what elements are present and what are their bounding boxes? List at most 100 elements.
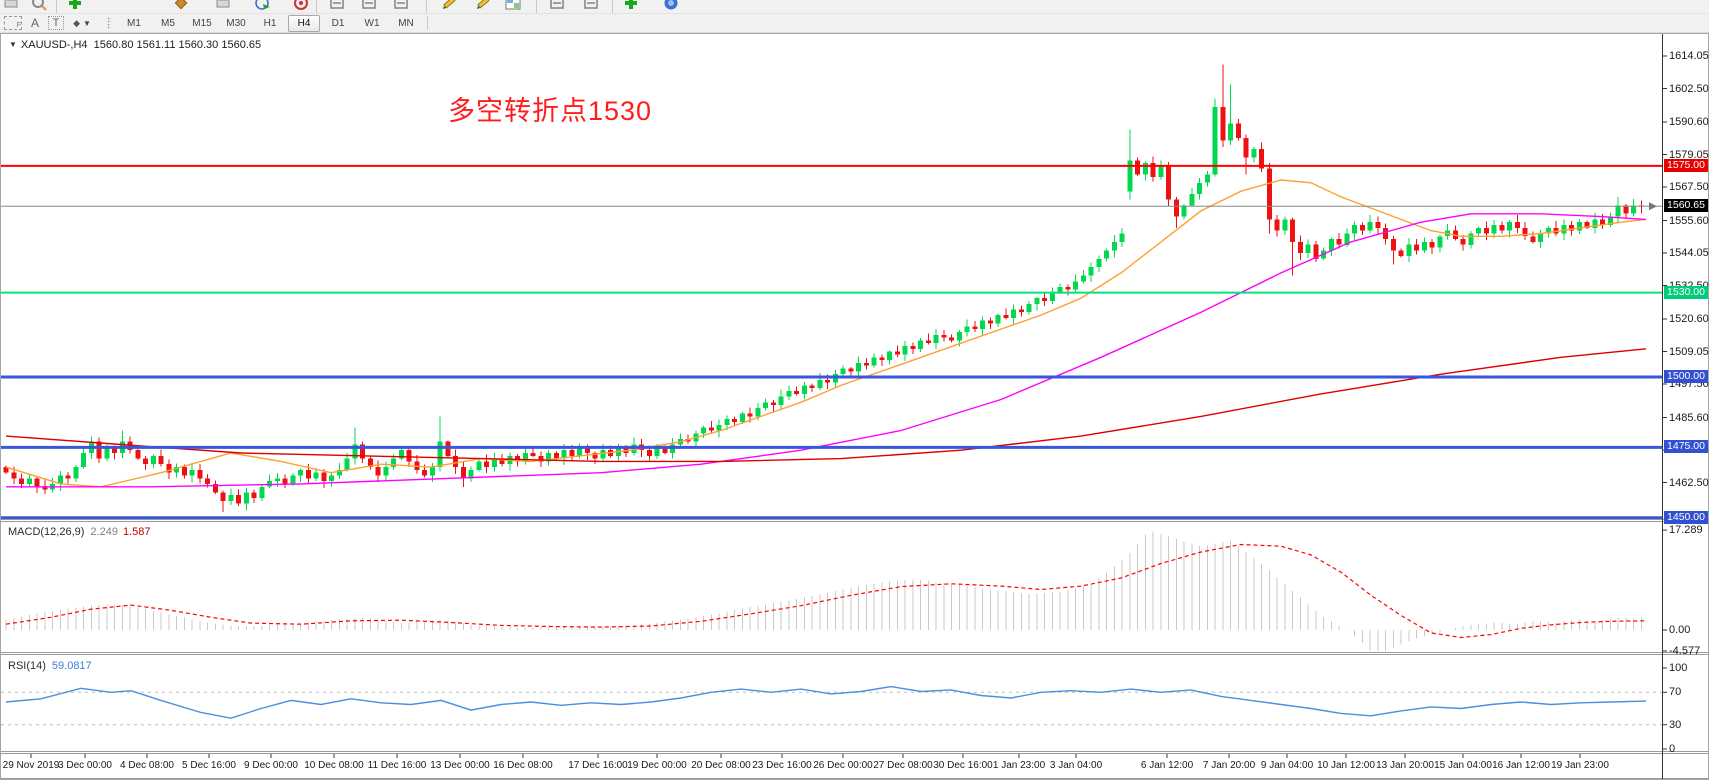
time-axis-label: 5 Dec 16:00 [182, 760, 236, 771]
browser-icon[interactable] [254, 0, 272, 12]
price-tick-label: 1614.05 [1669, 50, 1709, 62]
autotrading-icon[interactable] [662, 0, 680, 12]
ma-fast-orange [5, 179, 1647, 488]
time-axis-label: 30 Dec 16:00 [933, 760, 993, 771]
annotation-text: 多空转折点1530 [448, 96, 653, 126]
time-axis-label: 9 Dec 00:00 [244, 760, 298, 771]
time-axis-label: 16 Dec 08:00 [493, 760, 553, 771]
price-badge: 1530.00 [1664, 286, 1708, 299]
price-tick-label: 1555.60 [1669, 215, 1709, 227]
tab-timeframe-h1[interactable]: H1 [263, 17, 277, 29]
toolbar-separator [316, 0, 317, 13]
shapes-tool-icon[interactable]: ◆ ▼ [67, 15, 97, 31]
price-tick-label: 1485.60 [1669, 412, 1709, 424]
symbols-icon[interactable] [172, 0, 190, 12]
macd-name: MACD(12,26,9) [8, 526, 85, 538]
time-axis-label: 10 Dec 08:00 [304, 760, 364, 771]
price-badge: 1575.00 [1664, 159, 1708, 172]
symbol-name: XAUUSD-,H4 [20, 39, 88, 51]
time-axis-label: 3 Dec 00:00 [58, 760, 112, 771]
time-axis-label: 17 Dec 16:00 [568, 760, 628, 771]
price-tick-label: 1520.60 [1669, 313, 1709, 325]
price-tick-label: 1509.05 [1669, 346, 1709, 358]
time-axis-label: 3 Jan 04:00 [1049, 760, 1103, 771]
toolbar-drag-grip[interactable] [107, 17, 111, 29]
time-axis-label: 1 Jan 23:00 [992, 760, 1046, 771]
cascade-windows-icon[interactable] [392, 0, 410, 12]
tile-vertical-icon[interactable] [360, 0, 378, 12]
price-tick-label: 1544.05 [1669, 247, 1709, 259]
time-axis-label: 11 Dec 16:00 [367, 760, 427, 771]
macd-signal-value: 1.587 [122, 526, 151, 538]
crosshair-tool-icon[interactable]: F [4, 16, 22, 30]
toolbar-separator [612, 0, 613, 13]
macd-tick-label: 0.00 [1669, 624, 1691, 636]
symbol-ohlc-line: ▼ XAUUSD-,H4 1560.80 1561.11 1560.30 1560… [9, 39, 261, 51]
tile-horizontal-icon[interactable] [328, 0, 346, 12]
rsi-tick-label: 0 [1669, 743, 1676, 755]
print-icon[interactable] [214, 0, 232, 12]
search-icon[interactable] [30, 0, 48, 12]
time-axis-label: 6 Jan 12:00 [1140, 760, 1194, 771]
draw-channel-icon[interactable] [474, 0, 492, 12]
tab-timeframe-h4[interactable]: H4 [288, 14, 320, 32]
time-axis-label: 23 Dec 16:00 [752, 760, 812, 771]
quote-open: 1560.80 [93, 39, 134, 51]
quote-low: 1560.30 [178, 39, 219, 51]
time-axis-label: 20 Dec 08:00 [691, 760, 751, 771]
new-chart-icon[interactable] [66, 0, 84, 12]
record-icon[interactable] [292, 0, 310, 12]
chart-collapse-icon[interactable]: ▼ [9, 40, 17, 49]
text-label-tool-icon[interactable]: T [48, 16, 64, 30]
time-axis-label: 29 Nov 2019 [2, 760, 60, 771]
toolbar-timeframes: F A T ◆ ▼ M1 M5 M15 M30 H1 H4 D1 W1 MN [0, 14, 1709, 33]
tab-timeframe-m1[interactable]: M1 [127, 17, 141, 29]
tab-timeframe-m5[interactable]: M5 [161, 17, 175, 29]
time-axis-label: 16 Jan 12:00 [1492, 760, 1550, 771]
toolbar-separator [426, 0, 427, 13]
time-axis-label: 15 Jan 04:00 [1434, 760, 1492, 771]
macd-tick-label: 17.289 [1669, 524, 1703, 536]
text-tool-icon[interactable]: A [30, 16, 39, 30]
time-axis-label: 10 Jan 12:00 [1317, 760, 1375, 771]
ma-slow-red [5, 348, 1647, 463]
price-tick-label: 1567.50 [1669, 181, 1709, 193]
macd-label: MACD(12,26,9) 2.249 1.587 [8, 526, 150, 538]
rsi-value: 59.0817 [51, 660, 92, 672]
price-tick-label: 1579.05 [1669, 149, 1709, 161]
time-axis-label: 13 Jan 20:00 [1376, 760, 1434, 771]
macd-tick-label: -4.577 [1669, 645, 1701, 657]
price-badge: 1560.65 [1664, 199, 1708, 212]
price-badge: 1500.00 [1664, 370, 1708, 383]
objects-list-icon[interactable] [504, 0, 522, 12]
price-tick-label: 1590.60 [1669, 116, 1709, 128]
main-chart-canvas[interactable] [1, 34, 1709, 781]
tab-timeframe-mn[interactable]: MN [398, 17, 414, 29]
diamond-icon: ◆ [73, 17, 80, 28]
zoom-out-icon[interactable] [582, 0, 600, 12]
price-badge: 1475.00 [1664, 440, 1708, 453]
window-icon[interactable] [2, 0, 20, 12]
toolbar-separator [536, 0, 537, 13]
tab-timeframe-w1[interactable]: W1 [364, 17, 380, 29]
time-axis-label: 19 Dec 00:00 [627, 760, 687, 771]
quote-close: 1560.65 [221, 39, 262, 51]
quote-high: 1561.11 [136, 39, 176, 51]
macd-value: 2.249 [90, 526, 118, 538]
timeframe-group: M1 M5 M15 M30 H1 H4 D1 W1 MN [117, 14, 423, 32]
time-axis-label: 19 Jan 23:00 [1551, 760, 1609, 771]
zoom-in-icon[interactable] [548, 0, 566, 12]
tab-timeframe-m15[interactable]: M15 [192, 17, 212, 29]
rsi-tick-label: 70 [1669, 686, 1682, 698]
price-badge: 1450.00 [1664, 511, 1708, 524]
tab-timeframe-d1[interactable]: D1 [331, 17, 345, 29]
rsi-label: RSI(14) 59.0817 [8, 660, 92, 672]
add-indicator-icon[interactable] [622, 0, 640, 12]
time-axis-label: 7 Jan 20:00 [1202, 760, 1256, 771]
rsi-tick-label: 30 [1669, 719, 1682, 731]
time-axis-label: 4 Dec 08:00 [120, 760, 174, 771]
rsi-name: RSI(14) [8, 660, 46, 672]
tab-timeframe-m30[interactable]: M30 [226, 17, 246, 29]
draw-line-icon[interactable] [440, 0, 458, 12]
